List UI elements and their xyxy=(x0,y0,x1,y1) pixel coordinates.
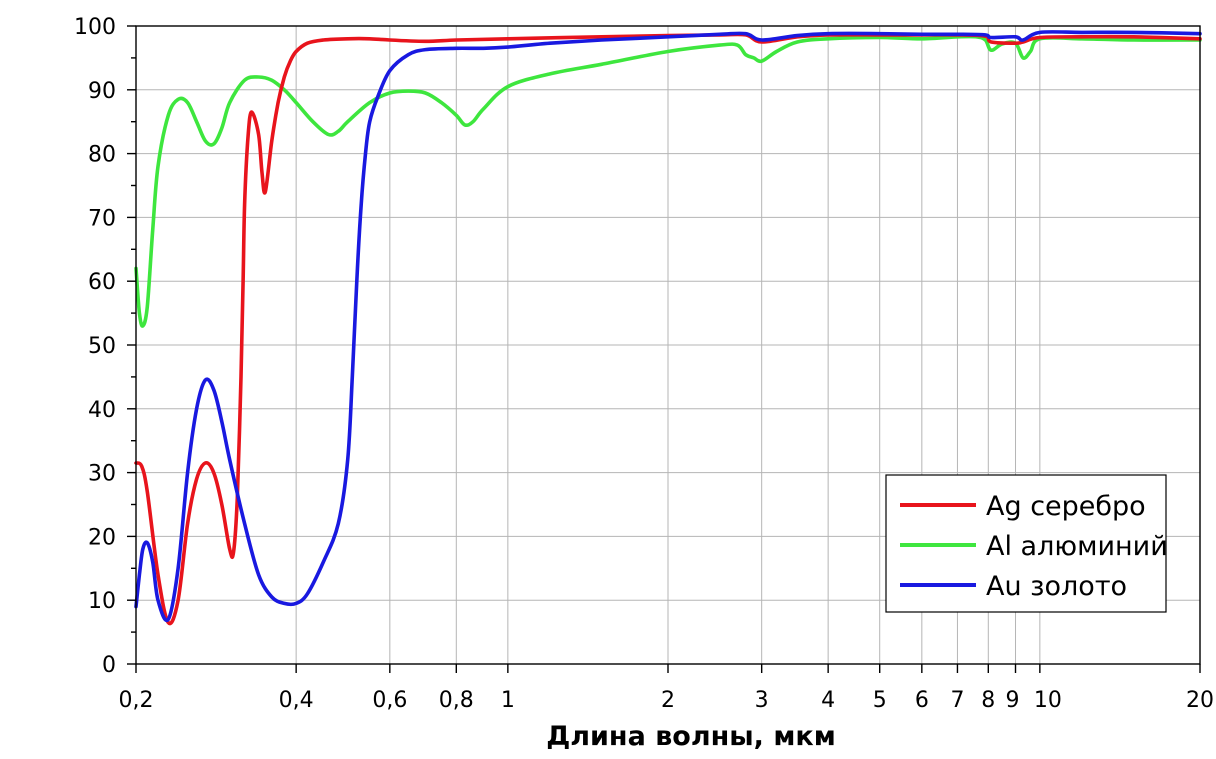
legend: Ag серебро Al алюминий Au золото xyxy=(885,474,1168,613)
x-tick-label: 5 xyxy=(873,688,887,713)
x-tick-label: 8 xyxy=(981,688,995,713)
y-axis-ticks: 0 10 20 30 40 50 60 70 80 90 100 xyxy=(74,15,136,678)
legend-label: Ag серебро xyxy=(986,491,1146,522)
x-tick-label: 20 xyxy=(1186,688,1214,713)
series-layer xyxy=(134,30,1202,626)
x-tick-label: 2 xyxy=(661,688,675,713)
y-tick-label: 60 xyxy=(88,270,116,295)
x-tick-label: 0,8 xyxy=(439,688,474,713)
series-line-au xyxy=(134,30,1202,623)
y-tick-label: 80 xyxy=(88,143,116,168)
y-tick-label: 20 xyxy=(88,525,116,550)
x-tick-label: 0,6 xyxy=(372,688,407,713)
y-tick-label: 0 xyxy=(102,653,116,678)
x-tick-label: 0,4 xyxy=(279,688,314,713)
legend-label: Al алюминий xyxy=(986,531,1168,562)
y-tick-label: 100 xyxy=(74,15,116,40)
y-tick-label: 10 xyxy=(88,589,116,614)
y-tick-label: 90 xyxy=(88,79,116,104)
legend-label: Au золото xyxy=(986,571,1127,602)
y-tick-label: 50 xyxy=(88,334,116,359)
x-tick-label: 3 xyxy=(755,688,769,713)
series-line-al xyxy=(134,34,1202,328)
x-tick-label: 4 xyxy=(821,688,835,713)
x-tick-label: 9 xyxy=(1006,688,1020,713)
x-axis-ticks: 0,2 0,4 0,6 0,8 1 2 3 4 5 6 7 8 9 10 20 xyxy=(119,664,1214,713)
x-tick-label: 10 xyxy=(1034,688,1062,713)
x-tick-label: 6 xyxy=(915,688,929,713)
x-axis-title: Длина волны, мкм xyxy=(546,721,836,752)
y-tick-label: 40 xyxy=(88,398,116,423)
y-tick-label: 30 xyxy=(88,462,116,487)
x-tick-label: 7 xyxy=(950,688,964,713)
x-tick-label: 0,2 xyxy=(119,688,154,713)
x-tick-label: 1 xyxy=(501,688,515,713)
y-tick-label: 70 xyxy=(88,206,116,231)
